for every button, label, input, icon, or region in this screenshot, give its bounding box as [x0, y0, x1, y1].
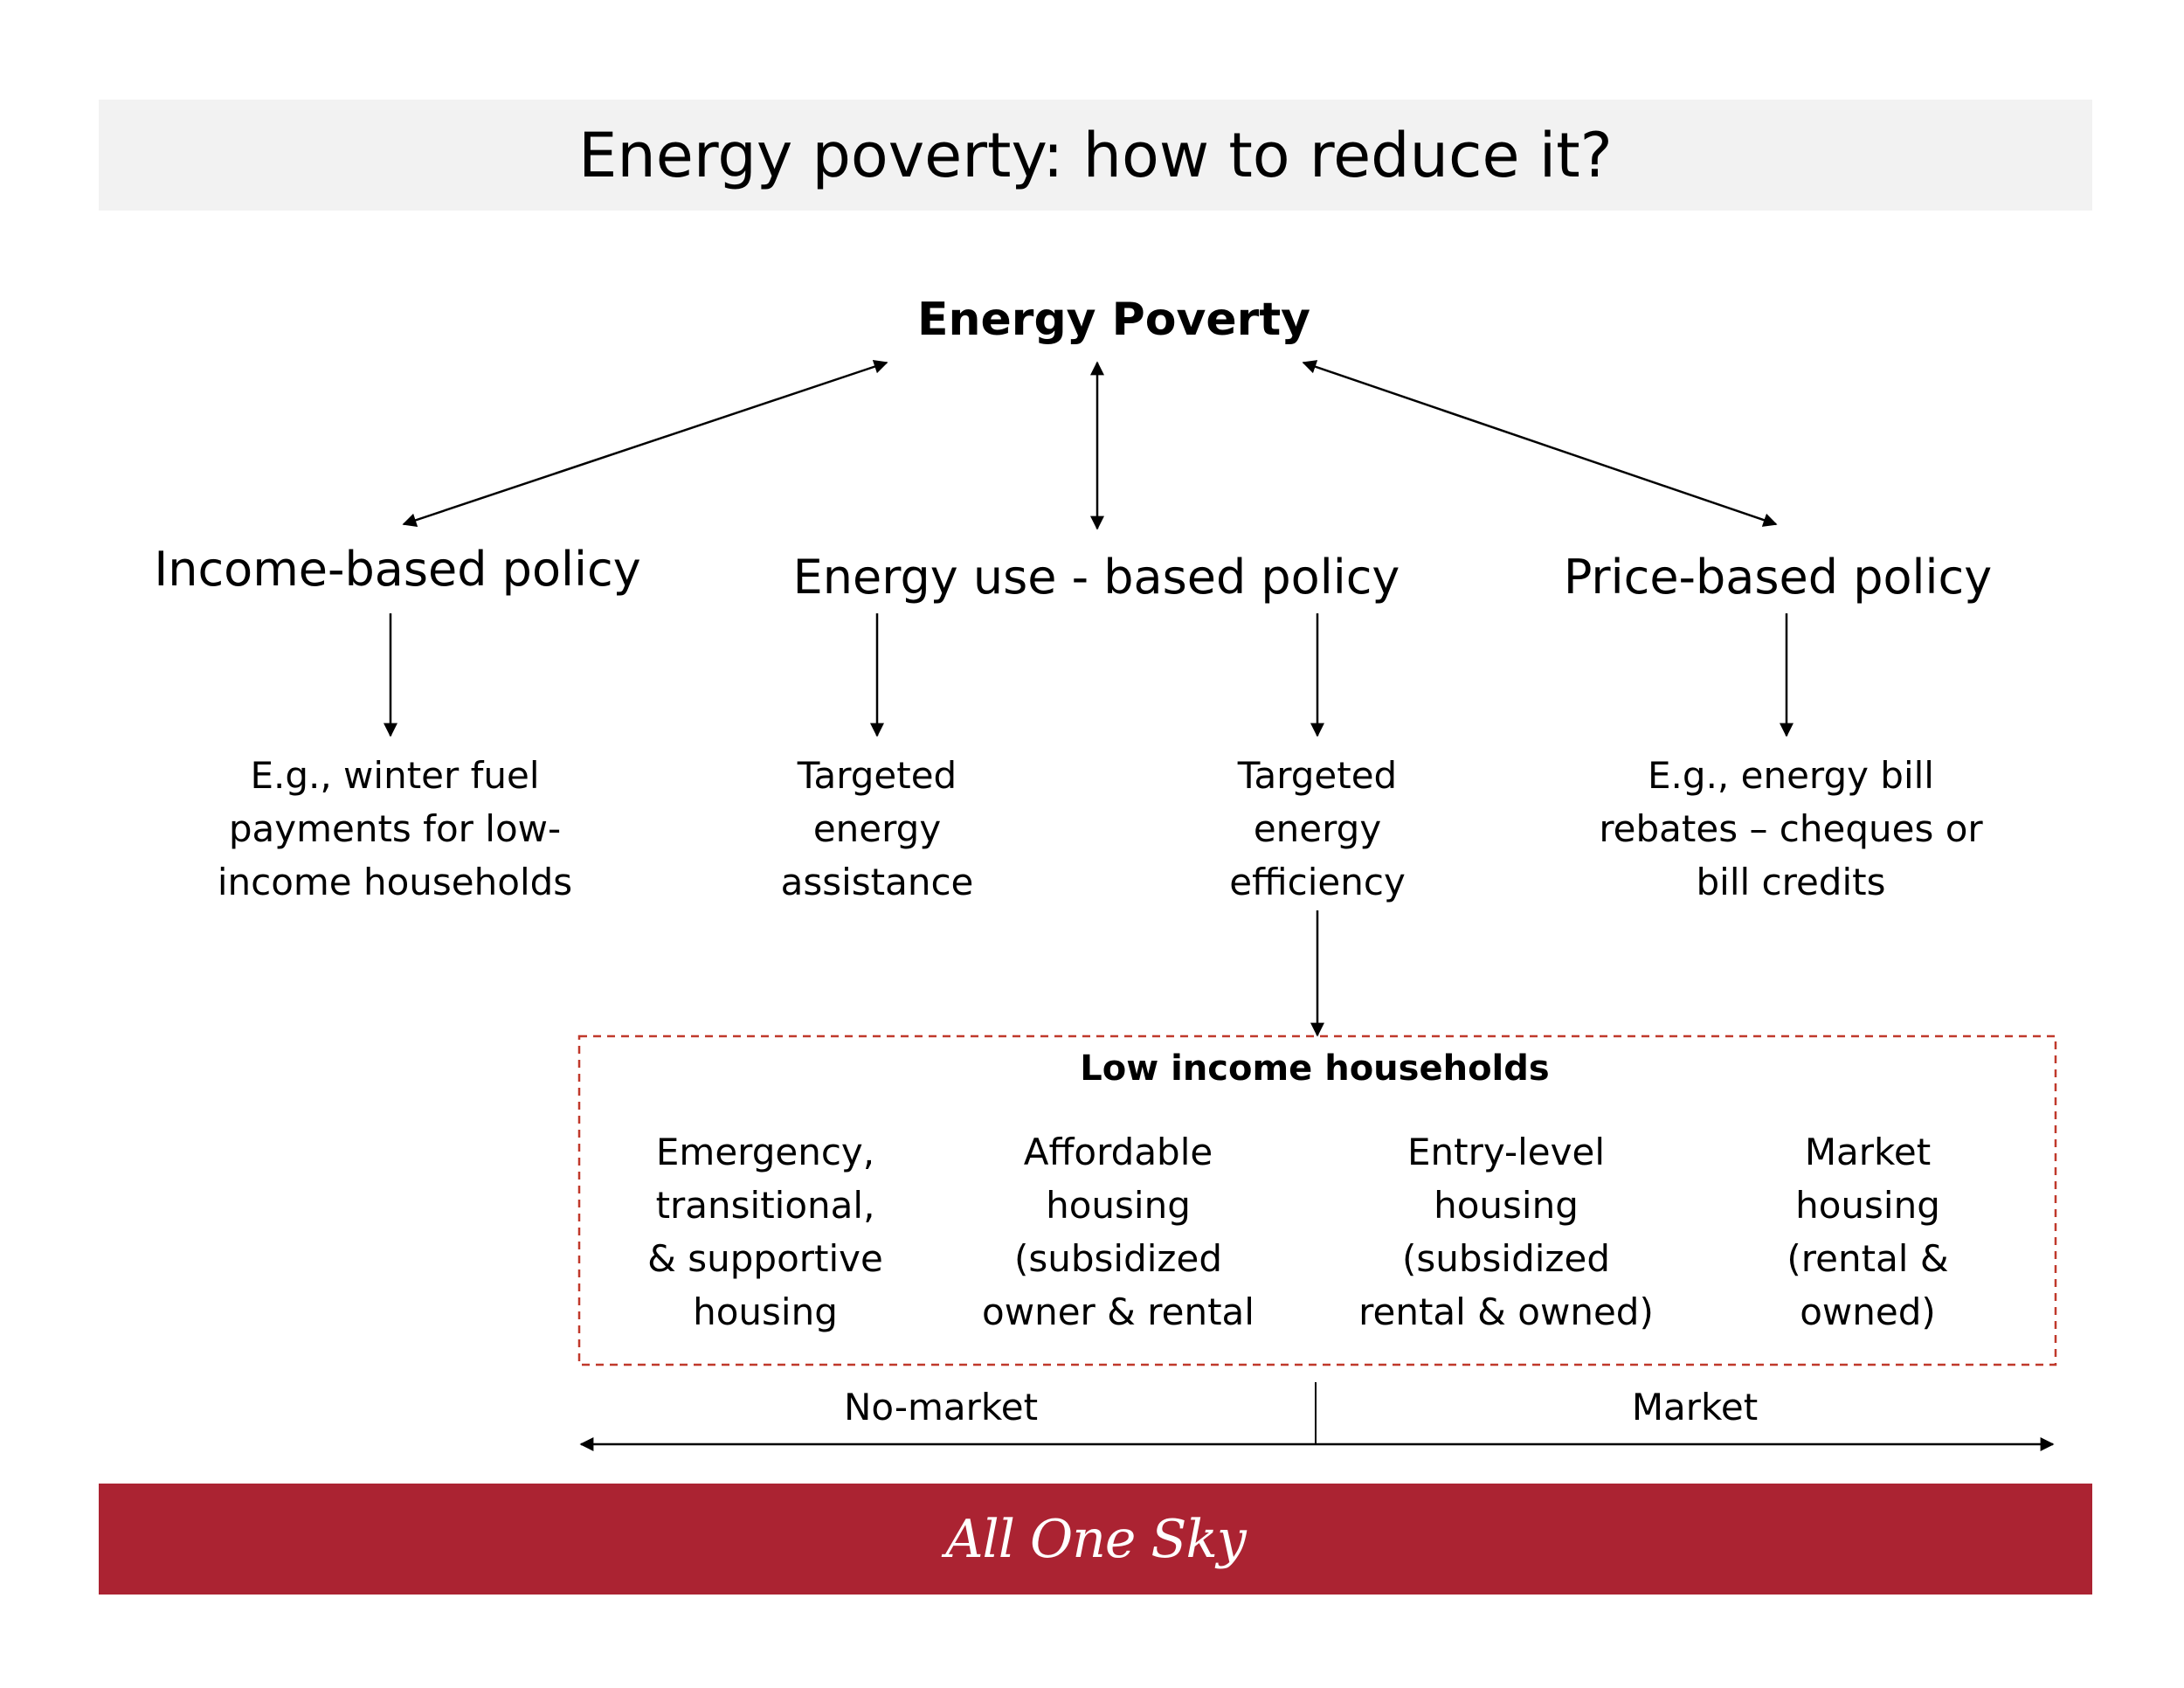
title-bar: Energy poverty: how to reduce it? — [99, 100, 2092, 211]
price-example-label: E.g., energy bill rebates – cheques or b… — [1599, 754, 1983, 903]
income-policy-label: Income-based policy — [154, 542, 641, 597]
housing-category-emergency: Emergency, transitional, & supportive ho… — [647, 1131, 883, 1333]
housing-category-entry-level: Entry-level housing (subsidized rental &… — [1358, 1131, 1654, 1333]
spectrum-label-no-market: No-market — [843, 1386, 1039, 1429]
arrow-root-income — [402, 359, 888, 528]
energy-use-policy-label: Energy use - based policy — [792, 550, 1400, 605]
spectrum-label-market: Market — [1631, 1386, 1759, 1429]
housing-category-market: Market housing (rental & owned) — [1787, 1131, 1949, 1333]
page-title: Energy poverty: how to reduce it? — [578, 119, 1613, 191]
price-policy-label: Price-based policy — [1563, 550, 1993, 605]
income-example-label: E.g., winter fuel payments for low-incom… — [217, 754, 573, 903]
households-group-title: Low income households — [1080, 1048, 1550, 1089]
arrow-root-price — [1302, 360, 1778, 527]
energy-assistance-label: Targeted energy assistance — [780, 754, 974, 903]
footer-bar: All One Sky — [99, 1484, 2092, 1595]
energy-poverty-label: Energy Poverty — [917, 294, 1311, 346]
all-one-sky-logo: All One Sky — [945, 1508, 1247, 1570]
housing-category-affordable: Affordable housing (subsidized owner & r… — [982, 1131, 1254, 1333]
households-dashed-box — [577, 1034, 2057, 1366]
energy-efficiency-label: Targeted energy efficiency — [1229, 754, 1406, 903]
